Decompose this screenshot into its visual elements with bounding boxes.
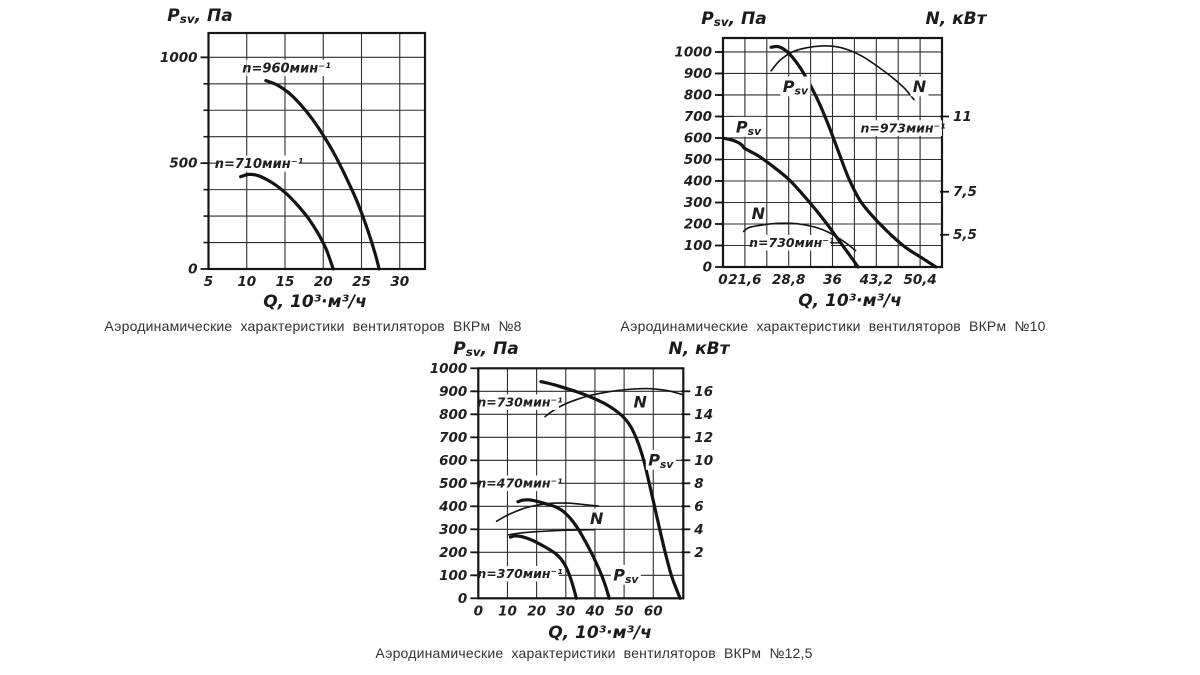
svg-text:800: 800 [684,87,712,103]
svg-text:100: 100 [684,238,712,254]
svg-text:0: 0 [474,603,483,619]
svg-text:1000: 1000 [160,50,198,66]
svg-text:n=710мин⁻¹: n=710мин⁻¹ [215,157,304,172]
svg-text:700: 700 [684,109,712,125]
psv-rest: , Па [728,9,767,29]
svg-text:36: 36 [823,272,842,288]
svg-text:6: 6 [694,499,703,515]
svg-text:n=730мин⁻¹: n=730мин⁻¹ [749,235,834,250]
svg-text:60: 60 [644,603,663,619]
svg-text:500: 500 [439,476,467,492]
svg-text:n=730мин⁻¹: n=730мин⁻¹ [477,394,562,409]
svg-text:600: 600 [684,130,712,146]
svg-text:10: 10 [498,603,517,619]
svg-text:n=973мин⁻¹: n=973мин⁻¹ [860,120,945,135]
svg-text:n=370мин⁻¹: n=370мин⁻¹ [477,566,562,581]
svg-text:200: 200 [439,545,467,561]
x-axis-title-1: Q, 10³·м³/ч [263,292,367,312]
y-axis-title-psv-2: Psv, Па [684,9,784,29]
svg-text:800: 800 [439,407,467,423]
svg-text:8: 8 [694,476,703,492]
psv-sub: sv [713,15,729,29]
svg-text:21,6: 21,6 [728,272,761,288]
svg-text:5,5: 5,5 [953,227,977,243]
svg-text:N: N [590,509,604,528]
x-axis-title-3: Q, 10³·м³/ч [548,623,652,643]
svg-text:20: 20 [527,603,546,619]
svg-text:4: 4 [693,522,703,538]
y-axis-title-n-3: N, кВт [668,339,730,359]
svg-text:30: 30 [390,274,409,290]
psv-rest: , Па [194,6,233,26]
svg-text:11: 11 [953,109,972,125]
svg-text:Psv: Psv [648,450,674,471]
psv-main: P [453,339,466,359]
caption-vkrm-8: Аэродинамические характеристики вентилят… [104,318,522,334]
svg-text:20: 20 [314,274,333,290]
svg-text:n=960мин⁻¹: n=960мин⁻¹ [242,61,331,76]
svg-text:900: 900 [439,384,467,400]
svg-text:43,2: 43,2 [859,272,893,288]
psv-sub: sv [465,345,481,359]
svg-text:10: 10 [237,274,256,290]
svg-text:16: 16 [694,384,713,400]
y-axis-title-psv-3: Psv, Па [436,339,536,359]
svg-text:500: 500 [169,156,197,172]
svg-text:N: N [913,77,927,96]
svg-text:Psv: Psv [736,117,762,138]
svg-text:28,8: 28,8 [772,272,805,288]
psv-sub: sv [179,12,195,26]
svg-text:50,4: 50,4 [903,272,936,288]
svg-text:N: N [633,393,647,412]
svg-text:Psv: Psv [783,77,809,98]
svg-text:0: 0 [458,591,467,607]
y-axis-title-n-2: N, кВт [925,9,987,29]
caption-vkrm-10: Аэродинамические характеристики вентилят… [620,318,1046,334]
svg-text:300: 300 [439,522,467,538]
svg-text:400: 400 [683,173,712,189]
svg-text:14: 14 [694,407,713,423]
svg-text:N: N [752,204,766,223]
svg-text:0: 0 [718,272,727,288]
svg-text:100: 100 [439,568,467,584]
svg-text:200: 200 [684,216,712,232]
caption-vkrm-12-5: Аэродинамические характеристики вентилят… [375,645,813,661]
svg-text:30: 30 [556,603,575,619]
svg-text:10: 10 [694,453,713,469]
svg-text:15: 15 [276,274,295,290]
svg-text:900: 900 [684,66,712,82]
svg-text:0: 0 [188,262,197,278]
svg-text:2: 2 [694,545,703,561]
svg-text:1000: 1000 [674,44,712,60]
svg-text:5: 5 [204,274,213,290]
svg-text:700: 700 [439,430,467,446]
svg-text:500: 500 [684,152,712,168]
y-axis-title-psv-1: Psv, Па [150,6,250,26]
svg-text:600: 600 [439,453,467,469]
x-axis-title-2: Q, 10³·м³/ч [798,291,902,311]
psv-rest: , Па [480,339,519,359]
svg-text:1000: 1000 [430,361,468,377]
psv-main: P [167,6,180,26]
svg-text:12: 12 [694,430,713,446]
svg-text:Psv: Psv [613,565,639,586]
svg-text:0: 0 [703,260,712,276]
svg-text:7,5: 7,5 [953,184,977,200]
psv-main: P [701,9,714,29]
svg-text:400: 400 [438,499,467,515]
svg-text:40: 40 [585,603,605,619]
svg-text:300: 300 [684,195,712,211]
svg-text:50: 50 [615,603,634,619]
svg-text:25: 25 [352,274,371,290]
svg-text:n=470мин⁻¹: n=470мин⁻¹ [477,476,562,491]
